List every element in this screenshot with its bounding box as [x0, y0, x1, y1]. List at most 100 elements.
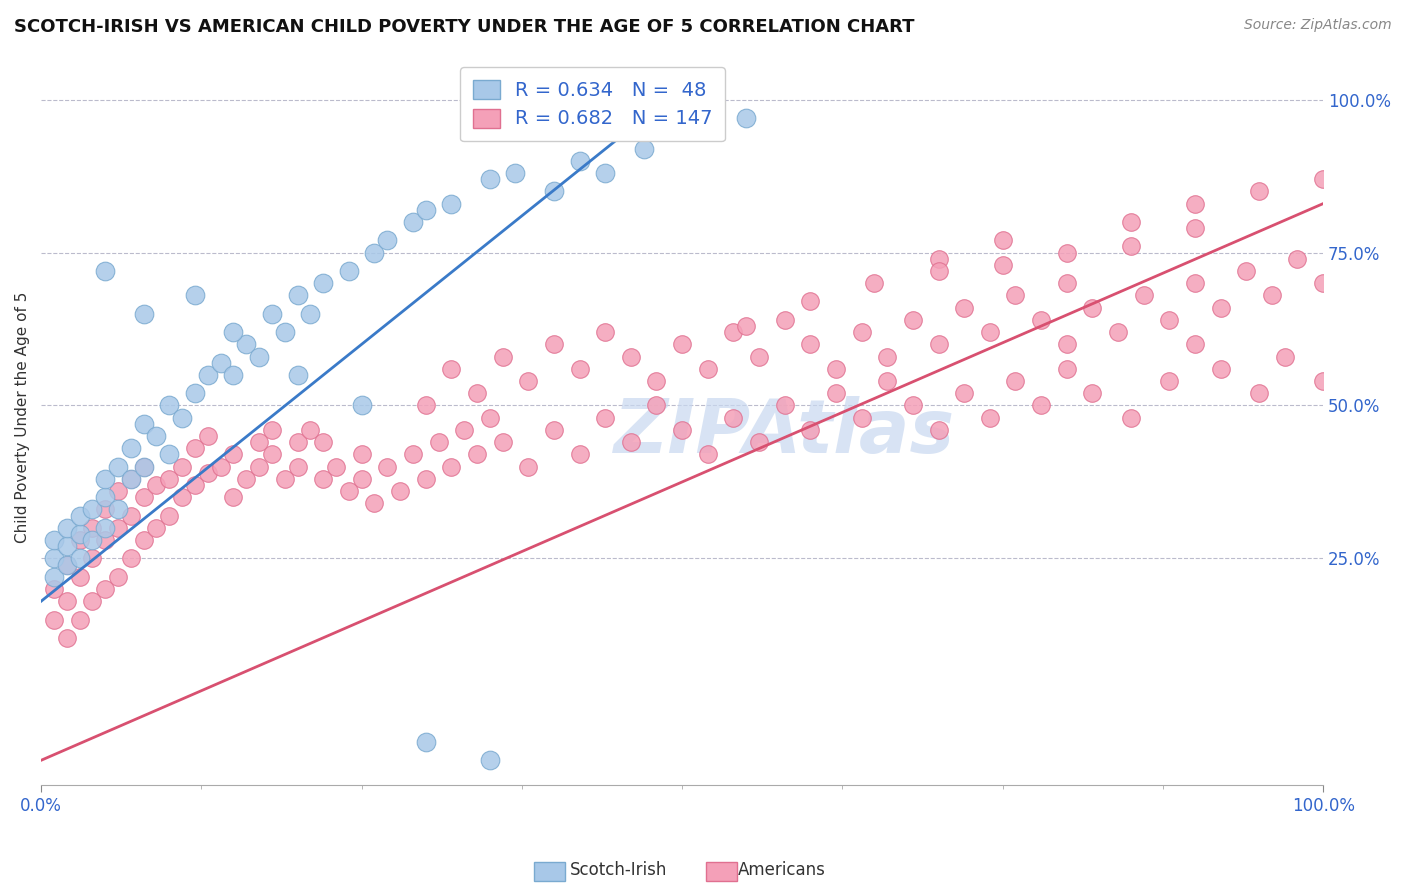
Point [145, 478, 167, 492]
Point [1247, 185, 1270, 199]
Point [465, 447, 488, 461]
Point [325, 459, 347, 474]
Point [172, 410, 194, 425]
Point [1004, 374, 1026, 388]
Point [69, 613, 91, 627]
Point [209, 459, 232, 474]
Point [543, 423, 565, 437]
Point [184, 288, 207, 302]
Point [55, 594, 77, 608]
Point [157, 447, 180, 461]
Point [82, 521, 104, 535]
Point [184, 478, 207, 492]
Point [1184, 196, 1206, 211]
Point [735, 111, 758, 125]
Point [1081, 301, 1104, 315]
Point [593, 166, 616, 180]
Point [350, 472, 373, 486]
Point [543, 337, 565, 351]
Point [94, 472, 117, 486]
Y-axis label: Child Poverty Under the Age of 5: Child Poverty Under the Age of 5 [15, 292, 30, 543]
Point [1234, 264, 1257, 278]
Point [851, 410, 873, 425]
Point [671, 337, 693, 351]
Point [1184, 221, 1206, 235]
Point [991, 233, 1014, 247]
Point [42, 551, 65, 566]
Point [517, 459, 540, 474]
Point [94, 490, 117, 504]
Point [69, 551, 91, 566]
Point [1184, 337, 1206, 351]
Point [901, 399, 924, 413]
Point [107, 570, 129, 584]
Point [55, 521, 77, 535]
Point [107, 459, 129, 474]
Point [287, 368, 309, 382]
Point [107, 502, 129, 516]
Point [120, 472, 142, 486]
Point [851, 325, 873, 339]
Point [1119, 410, 1142, 425]
Point [82, 502, 104, 516]
Point [1056, 337, 1078, 351]
Point [402, 215, 425, 229]
Point [1056, 245, 1078, 260]
Point [1209, 301, 1232, 315]
Point [222, 447, 245, 461]
Text: SCOTCH-IRISH VS AMERICAN CHILD POVERTY UNDER THE AGE OF 5 CORRELATION CHART: SCOTCH-IRISH VS AMERICAN CHILD POVERTY U… [14, 18, 914, 36]
Point [773, 399, 796, 413]
Point [273, 472, 295, 486]
Point [440, 361, 463, 376]
Point [1312, 276, 1334, 290]
Point [260, 423, 283, 437]
Point [260, 447, 283, 461]
Point [389, 484, 412, 499]
Point [620, 435, 643, 450]
Point [1119, 215, 1142, 229]
Point [876, 374, 898, 388]
Point [723, 410, 745, 425]
Point [928, 252, 950, 266]
Point [363, 245, 385, 260]
Point [157, 472, 180, 486]
Point [55, 631, 77, 645]
Point [953, 301, 976, 315]
Point [350, 447, 373, 461]
Point [222, 325, 245, 339]
Point [197, 466, 219, 480]
Point [415, 202, 437, 217]
Point [568, 361, 591, 376]
Point [184, 442, 207, 456]
Point [222, 368, 245, 382]
Point [132, 533, 155, 547]
Point [735, 318, 758, 333]
Point [42, 533, 65, 547]
Point [1159, 374, 1181, 388]
Point [42, 613, 65, 627]
Point [1274, 350, 1296, 364]
Point [453, 423, 475, 437]
Point [799, 423, 821, 437]
Point [440, 459, 463, 474]
Point [1056, 276, 1078, 290]
Point [1159, 313, 1181, 327]
Point [222, 490, 245, 504]
Point [247, 350, 270, 364]
Point [69, 533, 91, 547]
Point [901, 313, 924, 327]
Point [427, 435, 450, 450]
Point [132, 417, 155, 431]
Point [1029, 399, 1052, 413]
Point [1312, 374, 1334, 388]
Point [120, 442, 142, 456]
Point [82, 594, 104, 608]
Point [696, 447, 718, 461]
Point [799, 337, 821, 351]
Point [94, 264, 117, 278]
Point [723, 325, 745, 339]
Text: Scotch-Irish: Scotch-Irish [569, 861, 666, 879]
Point [671, 423, 693, 437]
Point [197, 368, 219, 382]
Point [1081, 386, 1104, 401]
